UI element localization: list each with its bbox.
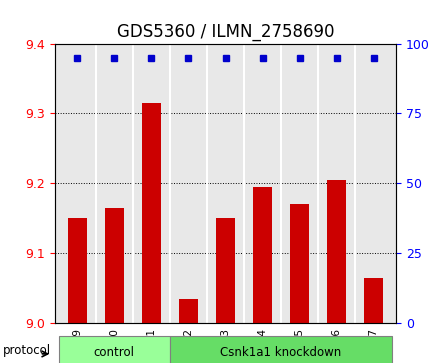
Bar (290, 204, 309, 323)
Bar (327, 180, 346, 323)
FancyBboxPatch shape (170, 336, 392, 363)
Bar (253, 187, 272, 323)
Bar (179, 299, 198, 323)
Bar (364, 278, 383, 323)
Text: control: control (94, 346, 135, 359)
Text: Csnk1a1 knockdown: Csnk1a1 knockdown (220, 346, 342, 359)
Bar (216, 218, 235, 323)
Bar (142, 103, 161, 323)
Title: GDS5360 / ILMN_2758690: GDS5360 / ILMN_2758690 (117, 23, 334, 41)
Text: protocol: protocol (3, 344, 51, 357)
Bar (105, 208, 124, 323)
FancyBboxPatch shape (59, 336, 170, 363)
Bar (68, 218, 87, 323)
